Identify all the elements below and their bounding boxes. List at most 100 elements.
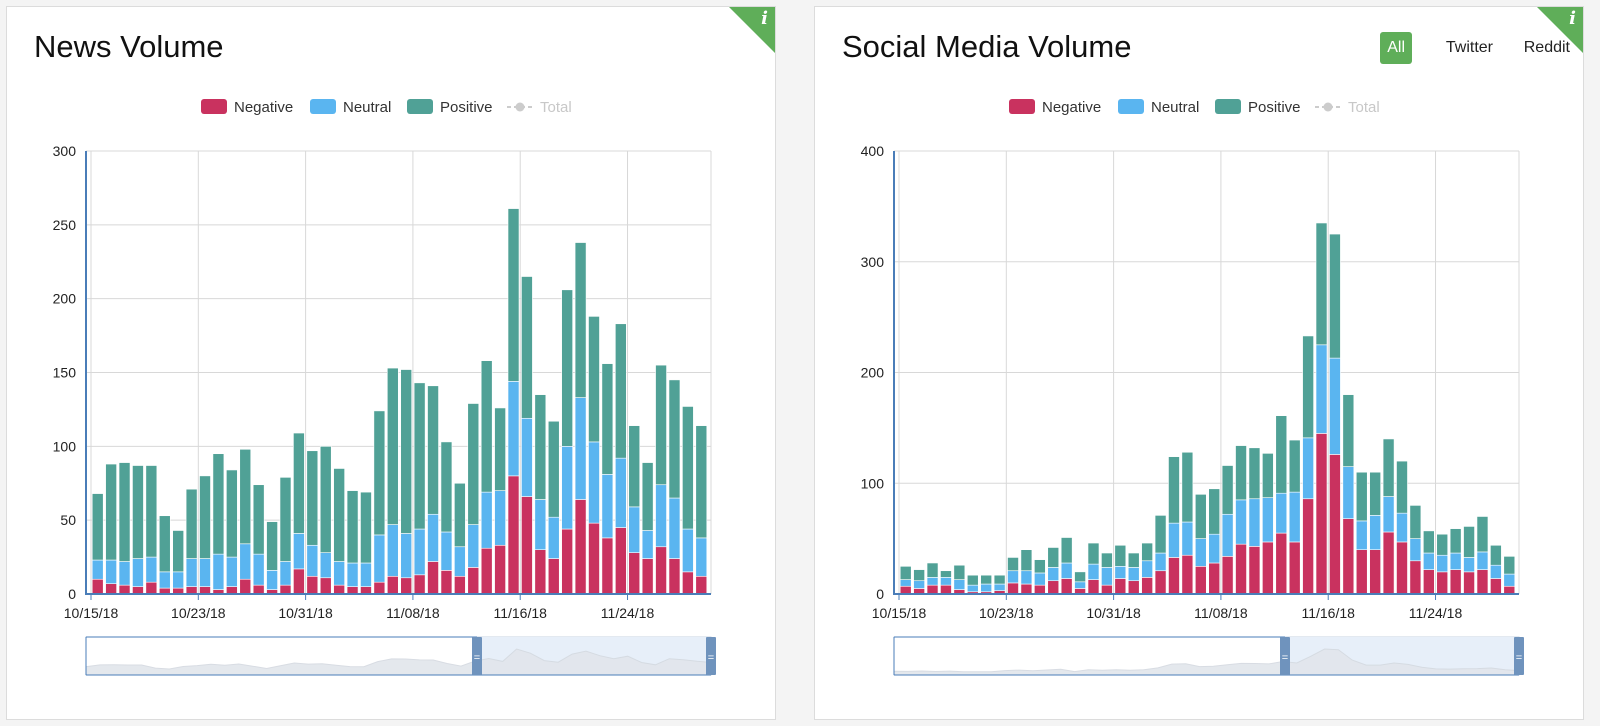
bar-negative[interactable] bbox=[306, 575, 319, 595]
bar-negative[interactable] bbox=[1141, 577, 1153, 595]
bar-negative[interactable] bbox=[1315, 433, 1328, 595]
bar-neutral[interactable] bbox=[145, 556, 158, 583]
bar-negative[interactable] bbox=[480, 547, 493, 595]
bar-neutral[interactable] bbox=[1463, 557, 1475, 573]
bar-positive[interactable] bbox=[306, 450, 319, 546]
bar-positive[interactable] bbox=[1235, 445, 1247, 501]
bar-positive[interactable] bbox=[953, 564, 966, 580]
bar-neutral[interactable] bbox=[1288, 491, 1301, 543]
bar-neutral[interactable] bbox=[668, 497, 681, 559]
bar-negative[interactable] bbox=[668, 558, 681, 595]
bar-positive[interactable] bbox=[1436, 533, 1449, 556]
bar-neutral[interactable] bbox=[1355, 520, 1368, 551]
bar-neutral[interactable] bbox=[1275, 492, 1288, 534]
bar-neutral[interactable] bbox=[655, 484, 667, 548]
navigator-handle-grip[interactable]: = bbox=[1282, 652, 1288, 664]
bar-neutral[interactable] bbox=[1141, 560, 1153, 578]
bar-neutral[interactable] bbox=[1490, 564, 1502, 579]
bar-positive[interactable] bbox=[467, 403, 480, 525]
bar-negative[interactable] bbox=[1034, 584, 1046, 595]
bar-neutral[interactable] bbox=[993, 583, 1006, 591]
bar-positive[interactable] bbox=[172, 530, 184, 573]
bar-negative[interactable] bbox=[682, 571, 694, 595]
bar-negative[interactable] bbox=[1194, 566, 1207, 595]
legend-label[interactable]: Negative bbox=[1042, 99, 1101, 116]
bar-negative[interactable] bbox=[940, 584, 952, 595]
bar-positive[interactable] bbox=[682, 406, 694, 530]
bar-negative[interactable] bbox=[1423, 569, 1435, 595]
bar-positive[interactable] bbox=[118, 462, 131, 562]
navigator-handle-grip[interactable]: = bbox=[1516, 652, 1522, 664]
bar-negative[interactable] bbox=[1275, 532, 1288, 595]
bar-positive[interactable] bbox=[319, 446, 332, 553]
legend-item-positive[interactable]: Positive bbox=[1215, 99, 1301, 116]
bar-neutral[interactable] bbox=[199, 558, 211, 587]
bar-negative[interactable] bbox=[239, 578, 252, 595]
bar-neutral[interactable] bbox=[695, 537, 708, 577]
bar-neutral[interactable] bbox=[1127, 567, 1140, 582]
bar-negative[interactable] bbox=[521, 496, 533, 595]
navigator-handle-left[interactable] bbox=[472, 637, 482, 675]
bar-neutral[interactable] bbox=[588, 441, 600, 524]
bar-neutral[interactable] bbox=[926, 577, 939, 586]
bar-positive[interactable] bbox=[628, 425, 641, 508]
bar-negative[interactable] bbox=[105, 583, 117, 595]
navigator-handle-grip[interactable]: = bbox=[708, 652, 714, 664]
bar-negative[interactable] bbox=[1235, 543, 1247, 595]
bar-neutral[interactable] bbox=[601, 474, 614, 539]
bar-negative[interactable] bbox=[561, 528, 573, 595]
bar-negative[interactable] bbox=[1436, 571, 1449, 595]
bar-neutral[interactable] bbox=[547, 516, 560, 559]
bar-positive[interactable] bbox=[601, 363, 614, 475]
bar-neutral[interactable] bbox=[899, 579, 912, 587]
bar-positive[interactable] bbox=[534, 394, 547, 500]
legend-label[interactable]: Neutral bbox=[343, 99, 391, 116]
bar-neutral[interactable] bbox=[346, 562, 359, 587]
bar-negative[interactable] bbox=[118, 584, 131, 595]
legend-label[interactable]: Positive bbox=[1248, 99, 1301, 116]
legend-item-neutral[interactable]: Neutral bbox=[1118, 99, 1199, 116]
bar-negative[interactable] bbox=[547, 558, 560, 595]
bar-negative[interactable] bbox=[494, 544, 506, 595]
bar-negative[interactable] bbox=[1007, 582, 1019, 595]
bar-negative[interactable] bbox=[641, 558, 654, 595]
bar-negative[interactable] bbox=[333, 584, 345, 595]
bar-positive[interactable] bbox=[252, 484, 265, 555]
bar-positive[interactable] bbox=[226, 469, 238, 558]
bar-neutral[interactable] bbox=[252, 553, 265, 586]
bar-neutral[interactable] bbox=[561, 446, 573, 530]
legend-swatch-dot[interactable] bbox=[515, 102, 525, 112]
bar-neutral[interactable] bbox=[319, 552, 332, 579]
bar-neutral[interactable] bbox=[1194, 538, 1207, 567]
bar-neutral[interactable] bbox=[306, 544, 319, 577]
bar-neutral[interactable] bbox=[1503, 573, 1516, 587]
bar-neutral[interactable] bbox=[226, 556, 238, 587]
bar-neutral[interactable] bbox=[628, 506, 641, 553]
bar-negative[interactable] bbox=[1288, 541, 1301, 595]
bar-positive[interactable] bbox=[212, 453, 225, 555]
bar-neutral[interactable] bbox=[467, 524, 480, 568]
bar-negative[interactable] bbox=[1127, 580, 1140, 595]
bar-positive[interactable] bbox=[1047, 547, 1060, 568]
bar-neutral[interactable] bbox=[1423, 552, 1435, 570]
bar-negative[interactable] bbox=[413, 574, 426, 595]
bar-neutral[interactable] bbox=[440, 531, 453, 571]
bar-neutral[interactable] bbox=[279, 561, 292, 586]
bar-neutral[interactable] bbox=[266, 570, 278, 590]
bar-negative[interactable] bbox=[1114, 578, 1127, 595]
bar-positive[interactable] bbox=[373, 410, 386, 536]
bar-neutral[interactable] bbox=[1047, 567, 1060, 582]
bar-negative[interactable] bbox=[293, 568, 305, 595]
bar-neutral[interactable] bbox=[1476, 551, 1489, 570]
bar-positive[interactable] bbox=[185, 488, 198, 559]
bar-negative[interactable] bbox=[440, 570, 453, 595]
info-icon-news[interactable] bbox=[729, 7, 775, 53]
bar-positive[interactable] bbox=[641, 462, 654, 531]
bar-negative[interactable] bbox=[1382, 531, 1395, 595]
bar-neutral[interactable] bbox=[427, 513, 439, 562]
bar-positive[interactable] bbox=[993, 574, 1006, 585]
bar-positive[interactable] bbox=[454, 482, 466, 548]
bar-positive[interactable] bbox=[695, 425, 708, 539]
bar-negative[interactable] bbox=[132, 586, 144, 595]
bar-negative[interactable] bbox=[1409, 560, 1422, 595]
